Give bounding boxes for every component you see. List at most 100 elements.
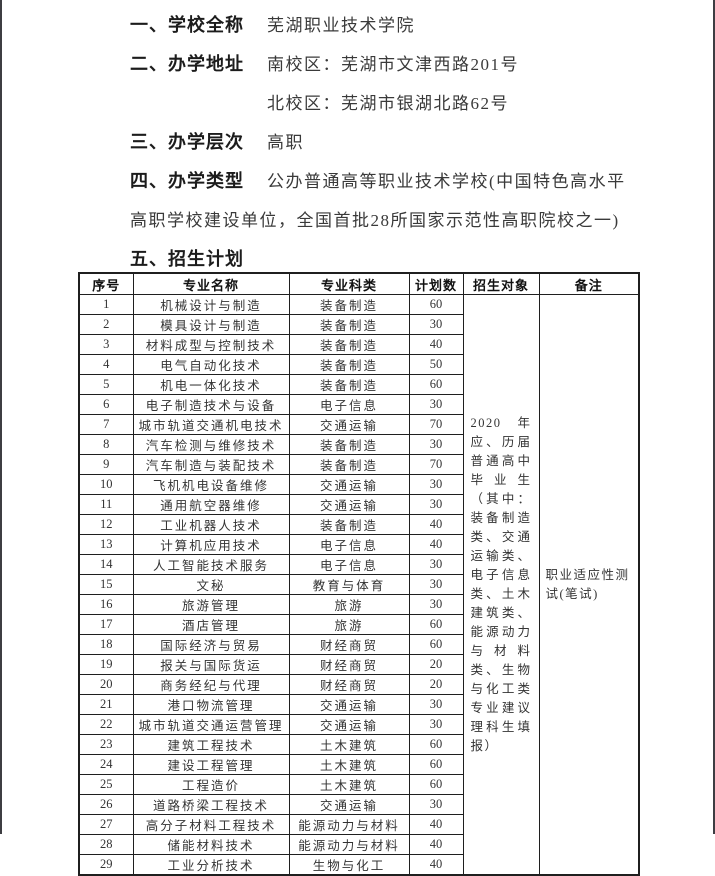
cell-no: 11 — [78, 494, 134, 515]
cell-category: 能源动力与材料 — [288, 834, 410, 855]
cell-major: 酒店管理 — [132, 614, 290, 635]
column-header-major: 专业名称 — [132, 272, 290, 295]
cell-category: 装备制造 — [288, 514, 410, 535]
cell-major: 报关与国际货运 — [132, 654, 290, 675]
cell-major: 建设工程管理 — [132, 754, 290, 775]
cell-category: 财经商贸 — [288, 674, 410, 695]
cell-category: 装备制造 — [288, 454, 410, 475]
cell-category: 装备制造 — [288, 314, 410, 335]
table-row: 3 材料成型与控制技术 装备制造 40 — [78, 334, 639, 355]
cell-no: 13 — [78, 534, 134, 555]
column-header-target: 招生对象 — [462, 272, 540, 295]
cell-no: 26 — [78, 794, 134, 815]
cell-category: 交通运输 — [288, 414, 410, 435]
section-school-name: 一、学校全称 芜湖职业技术学院 — [130, 6, 645, 45]
table-row: 9 汽车制造与装配技术 装备制造 70 — [78, 454, 639, 475]
cell-major: 道路桥梁工程技术 — [132, 794, 290, 815]
cell-no: 6 — [78, 394, 134, 415]
cell-no: 7 — [78, 414, 134, 435]
cell-major: 人工智能技术服务 — [132, 554, 290, 575]
cell-major: 汽车制造与装配技术 — [132, 454, 290, 475]
cell-major: 计算机应用技术 — [132, 534, 290, 555]
cell-major: 电子制造技术与设备 — [132, 394, 290, 415]
cell-category: 电子信息 — [288, 394, 410, 415]
cell-category: 装备制造 — [288, 374, 410, 395]
cell-major: 储能材料技术 — [132, 834, 290, 855]
section-value: 高职 — [267, 133, 304, 152]
cell-plan: 40 — [408, 854, 464, 876]
section-label: 二、办学地址 — [130, 54, 244, 74]
cell-major: 飞机机电设备维修 — [132, 474, 290, 495]
table-row: 7 城市轨道交通机电技术 交通运输 70 — [78, 414, 639, 435]
table-row: 2 模具设计与制造 装备制造 30 — [78, 314, 639, 335]
cell-major: 国际经济与贸易 — [132, 634, 290, 655]
cell-no: 21 — [78, 694, 134, 715]
cell-major: 商务经纪与代理 — [132, 674, 290, 695]
cell-major: 建筑工程技术 — [132, 734, 290, 755]
cell-no: 29 — [78, 854, 134, 876]
section-address: 二、办学地址 南校区：芜湖市文津西路201号 — [130, 45, 645, 84]
cell-no: 4 — [78, 354, 134, 375]
cell-plan: 60 — [408, 774, 464, 795]
section-label: 四、办学类型 — [130, 171, 244, 191]
column-header-remark: 备注 — [538, 272, 640, 295]
section-plan-heading: 五、招生计划 — [130, 240, 645, 279]
cell-no: 28 — [78, 834, 134, 855]
cell-category: 土木建筑 — [288, 774, 410, 795]
section-value: 北校区：芜湖市银湖北路62号 — [267, 94, 509, 113]
cell-major: 电气自动化技术 — [132, 354, 290, 375]
cell-category: 交通运输 — [288, 794, 410, 815]
cell-plan: 30 — [408, 694, 464, 715]
cell-major: 机械设计与制造 — [132, 294, 290, 315]
cell-plan: 30 — [408, 554, 464, 575]
cell-category: 装备制造 — [288, 334, 410, 355]
cell-category: 装备制造 — [288, 434, 410, 455]
cell-major: 材料成型与控制技术 — [132, 334, 290, 355]
page-edge-left — [0, 0, 2, 834]
enrollment-plan-table: 序号 专业名称 专业科类 计划数 招生对象 备注 1 机械设计与制造 装备制造 60 2… — [78, 272, 640, 876]
cell-plan: 30 — [408, 434, 464, 455]
table-row: 16 旅游管理 旅游 30 — [78, 594, 639, 615]
cell-major: 工程造价 — [132, 774, 290, 795]
cell-no: 8 — [78, 434, 134, 455]
column-header-no: 序号 — [78, 272, 134, 295]
cell-category: 能源动力与材料 — [288, 814, 410, 835]
table-row: 5 机电一体化技术 装备制造 60 — [78, 374, 639, 395]
table-header-row: 序号 专业名称 专业科类 计划数 招生对象 备注 — [78, 272, 640, 295]
section-label: 五、招生计划 — [130, 249, 244, 269]
cell-no: 18 — [78, 634, 134, 655]
section-value: 芜湖职业技术学院 — [267, 16, 415, 35]
cell-no: 12 — [78, 514, 134, 535]
table-row: 11 通用航空器维修 交通运输 30 — [78, 494, 639, 515]
section-type-line2: 高职学校建设单位，全国首批28所国家示范性高职院校之一) — [130, 201, 645, 240]
section-type: 四、办学类型 公办普通高等职业技术学校(中国特色高水平 — [130, 162, 645, 201]
cell-no: 23 — [78, 734, 134, 755]
cell-no: 17 — [78, 614, 134, 635]
cell-plan: 40 — [408, 834, 464, 855]
cell-category: 旅游 — [288, 614, 410, 635]
cell-major: 城市轨道交通运营管理 — [132, 714, 290, 735]
cell-category: 装备制造 — [288, 294, 410, 315]
cell-no: 3 — [78, 334, 134, 355]
section-value: 南校区：芜湖市文津西路201号 — [267, 55, 519, 74]
cell-major: 港口物流管理 — [132, 694, 290, 715]
cell-category: 生物与化工 — [288, 854, 410, 876]
cell-plan: 70 — [408, 454, 464, 475]
page-edge-right — [713, 0, 715, 834]
cell-category: 电子信息 — [288, 554, 410, 575]
cell-plan: 40 — [408, 514, 464, 535]
cell-no: 24 — [78, 754, 134, 775]
cell-major: 通用航空器维修 — [132, 494, 290, 515]
section-level: 三、办学层次 高职 — [130, 123, 645, 162]
cell-plan: 50 — [408, 354, 464, 375]
cell-category: 交通运输 — [288, 714, 410, 735]
cell-plan: 60 — [408, 374, 464, 395]
cell-major: 高分子材料工程技术 — [132, 814, 290, 835]
cell-plan: 30 — [408, 714, 464, 735]
cell-plan: 40 — [408, 814, 464, 835]
section-value: 高职学校建设单位，全国首批28所国家示范性高职院校之一) — [130, 211, 620, 230]
cell-no: 15 — [78, 574, 134, 595]
cell-no: 25 — [78, 774, 134, 795]
cell-plan: 30 — [408, 394, 464, 415]
cell-major: 文秘 — [132, 574, 290, 595]
